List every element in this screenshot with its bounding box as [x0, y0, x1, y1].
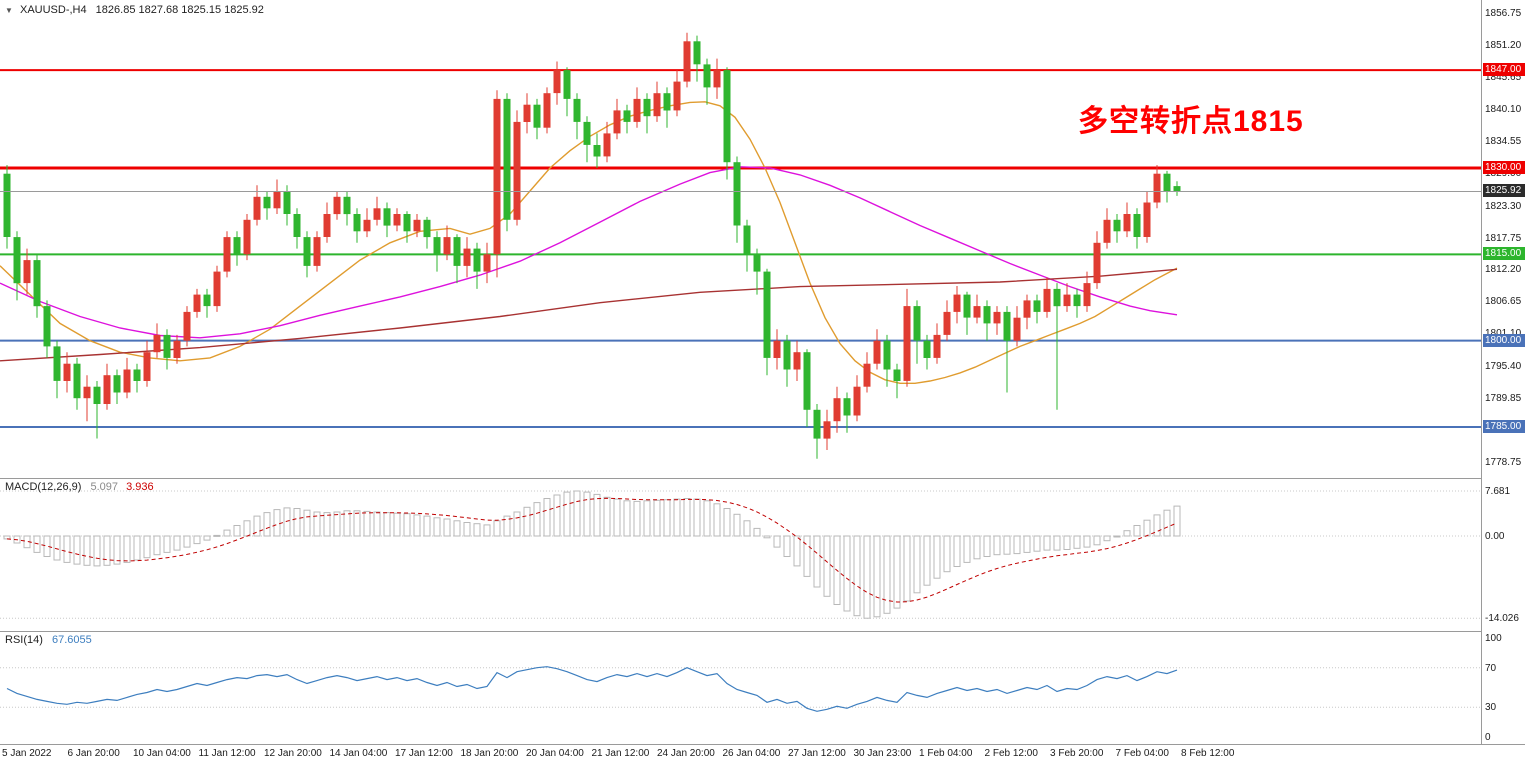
price-level-badge: 1785.00: [1483, 420, 1525, 434]
price-level-badge: 1830.00: [1483, 160, 1525, 174]
price-tick: 1789.85: [1485, 393, 1522, 405]
main-price-chart[interactable]: [0, 0, 1481, 478]
price-tick: 1778.75: [1485, 457, 1522, 468]
time-label: 12 Jan 20:00: [264, 748, 322, 759]
ma-mid-magenta: [0, 166, 1178, 339]
price-tick: 1840.10: [1485, 103, 1522, 115]
macd-main-value: 5.097: [90, 481, 119, 493]
annotation-text[interactable]: 多空转折点1815: [1078, 105, 1304, 138]
time-label: 17 Jan 12:00: [395, 748, 453, 759]
time-label: 24 Jan 20:00: [657, 748, 715, 759]
price-tick: 1834.55: [1485, 135, 1522, 147]
time-axis[interactable]: 5 Jan 2022 6 Jan 20:00 10 Jan 04:00 11 Jan …: [0, 744, 1525, 764]
macd-scale-label: 7.681: [1485, 486, 1511, 497]
rsi-indicator-label: RSI(14) 67.6055: [5, 634, 92, 646]
ohlc-values: 1826.85 1827.68 1825.15 1825.92: [95, 4, 264, 16]
rsi-panel[interactable]: [0, 631, 1481, 744]
price-level-badge: 1825.92: [1483, 184, 1525, 198]
panel-separator[interactable]: [0, 478, 1525, 479]
macd-panel[interactable]: [0, 478, 1481, 631]
time-label: 8 Feb 12:00: [1181, 748, 1235, 759]
price-tick: 1845.65: [1485, 71, 1522, 83]
macd-name: MACD(12,26,9): [5, 481, 82, 493]
time-label: 6 Jan 20:00: [67, 748, 120, 759]
time-label: 21 Jan 12:00: [591, 748, 650, 759]
time-label: 30 Jan 23:00: [853, 748, 912, 759]
price-tick: 1851.20: [1485, 39, 1522, 51]
time-label: 27 Jan 12:00: [788, 748, 846, 759]
time-label: 5 Jan 2022: [2, 748, 52, 759]
price-tick: 1806.65: [1485, 296, 1522, 308]
macd-indicator-label: MACD(12,26,9) 5.097 3.936: [5, 481, 154, 493]
price-tick: 1812.20: [1485, 264, 1522, 276]
time-label: 20 Jan 04:00: [526, 748, 584, 759]
time-label: 3 Feb 20:00: [1050, 748, 1104, 759]
macd-scale-label: -14.026: [1485, 613, 1519, 625]
price-tick: 1817.75: [1485, 232, 1522, 244]
time-label: 2 Feb 12:00: [984, 748, 1038, 759]
price-level-badge: 1815.00: [1483, 247, 1525, 261]
rsi-scale-label: 30: [1485, 702, 1497, 714]
time-label: 7 Feb 04:00: [1115, 748, 1169, 759]
time-label: 11 Jan 12:00: [198, 748, 256, 759]
time-label: 18 Jan 20:00: [460, 748, 519, 759]
price-axis[interactable]: 1856.751851.201845.651840.101834.551829.…: [1481, 0, 1525, 744]
rsi-scale-label: 0: [1485, 732, 1491, 743]
time-label: 14 Jan 04:00: [329, 748, 388, 759]
rsi-scale-label: 100: [1485, 633, 1502, 644]
price-tick: 1823.30: [1485, 200, 1522, 212]
price-tick: 1856.75: [1485, 8, 1522, 19]
rsi-name: RSI(14): [5, 634, 43, 646]
rsi-line: [6, 666, 1178, 712]
symbol-info: ▼ XAUUSD-,H4 1826.85 1827.68 1825.15 182…: [5, 4, 264, 16]
panel-separator[interactable]: [0, 631, 1525, 632]
price-level-badge: 1847.00: [1483, 63, 1525, 77]
chevron-down-icon: ▼: [5, 6, 13, 15]
candles: [3, 32, 1181, 459]
macd-signal-value: 3.936: [126, 481, 154, 493]
macd-scale-label: 0.00: [1485, 531, 1505, 542]
time-label: 1 Feb 04:00: [919, 748, 973, 759]
rsi-scale-label: 70: [1485, 662, 1497, 674]
price-tick: 1795.40: [1485, 361, 1522, 373]
symbol-period-label: XAUUSD-,H4: [19, 4, 87, 16]
time-label: 10 Jan 04:00: [133, 748, 191, 759]
price-level-badge: 1800.00: [1483, 333, 1525, 347]
time-label: 26 Jan 04:00: [722, 748, 781, 759]
ma-slow-darkred: [0, 268, 1178, 362]
macd-histogram: [3, 490, 1181, 619]
rsi-value: 67.6055: [51, 634, 92, 646]
macd-signal-line: [6, 497, 1178, 603]
